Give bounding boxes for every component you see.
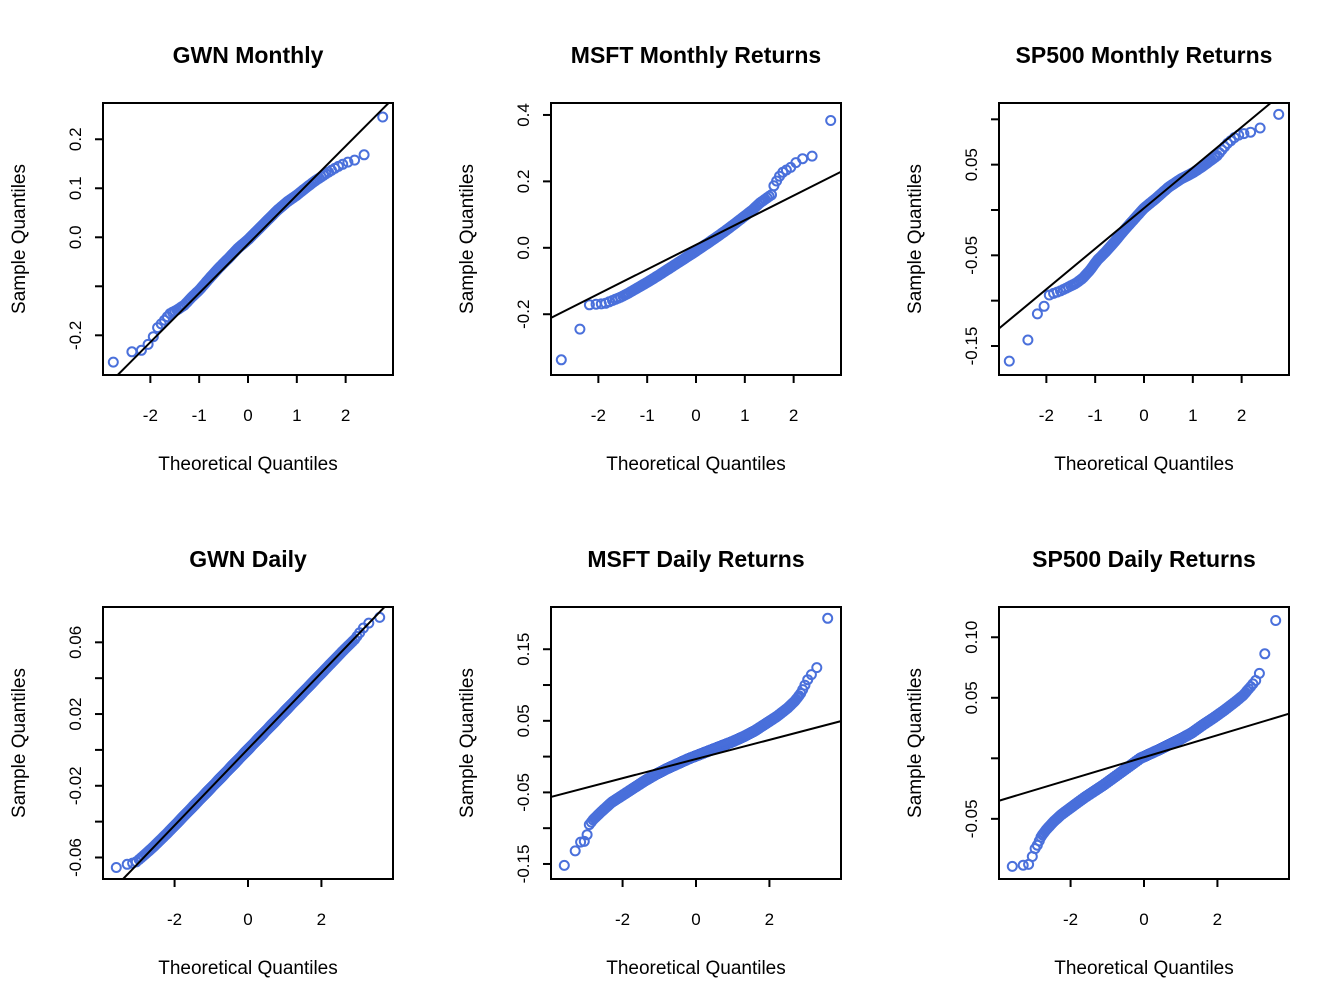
y-axis-title: Sample Quantiles: [9, 668, 30, 818]
y-tick-label: -0.2: [514, 300, 533, 329]
qq-points: [1003, 108, 1285, 367]
y-tick-label: 0.05: [962, 681, 981, 714]
axis-ticks: -2 0 2 0.06 0.02 -0.02 -0.06: [66, 626, 326, 929]
axis-ticks: -2 -1 0 1 2 0.05 -0.05 -0.15: [962, 118, 1246, 425]
y-axis-title: Sample Quantiles: [9, 164, 30, 314]
qq-plot-gwn-monthly: GWN Monthly -2 -1 0 1 2 0.2 0.1 0.0 -0.2 Theoret…: [9, 42, 394, 475]
plot-title: GWN Monthly: [173, 42, 324, 68]
panel-sp500-daily: SP500 Daily Returns -2 0 2 0.10 0.05 -0.05 Th…: [896, 504, 1344, 1008]
y-tick-label: 0.05: [962, 148, 981, 181]
x-tick-label: -2: [615, 910, 630, 929]
x-tick-label: 0: [691, 910, 700, 929]
y-tick-label: 0.0: [514, 236, 533, 260]
y-tick-label: -0.06: [66, 838, 85, 877]
y-tick-label: 0.0: [66, 225, 85, 249]
x-axis-title: Theoretical Quantiles: [1054, 454, 1234, 475]
x-tick-label: 2: [317, 910, 326, 929]
x-tick-label: 2: [789, 406, 798, 425]
panel-gwn-daily: GWN Daily -2 0 2 0.06 0.02 -0.02 -0.06 Theoret…: [0, 504, 448, 1008]
plot-box: [550, 606, 842, 880]
panel-msft-daily: MSFT Daily Returns -2 0 2 0.15 0.05 -0.05 -0.1…: [448, 504, 896, 1008]
y-axis-title: Sample Quantiles: [457, 164, 478, 314]
plot-title: MSFT Daily Returns: [587, 546, 804, 572]
y-tick-label: 0.2: [514, 170, 533, 194]
x-tick-label: -1: [192, 406, 207, 425]
plot-title: SP500 Daily Returns: [1032, 546, 1256, 572]
axis-ticks: -2 -1 0 1 2 0.2 0.1 0.0 -0.2: [66, 127, 350, 425]
y-axis-title: Sample Quantiles: [457, 668, 478, 818]
qq-reference-line: [116, 102, 390, 376]
plot-title: MSFT Monthly Returns: [571, 42, 821, 68]
qq-reference-line: [550, 720, 842, 798]
x-tick-label: -2: [167, 910, 182, 929]
x-tick-label: 2: [1213, 910, 1222, 929]
panel-msft-monthly: MSFT Monthly Returns -2 -1 0 1 2 0.4 0.2 0.0 -0.…: [448, 0, 896, 504]
qq-points: [1006, 615, 1282, 872]
x-tick-label: -1: [640, 406, 655, 425]
qq-reference-line: [998, 102, 1272, 330]
x-tick-label: 2: [1237, 406, 1246, 425]
panel-sp500-monthly: SP500 Monthly Returns -2 -1 0 1 2 0.05 -0.05 -0…: [896, 0, 1344, 504]
y-tick-label: 0.1: [66, 176, 85, 200]
plot-box: [998, 102, 1290, 376]
y-tick-label: 0.2: [66, 127, 85, 151]
plot-title: GWN Daily: [189, 546, 307, 572]
x-tick-label: -1: [1088, 406, 1103, 425]
x-tick-label: 2: [765, 910, 774, 929]
x-tick-label: 1: [1188, 406, 1197, 425]
qq-reference-line: [550, 170, 842, 319]
x-axis-title: Theoretical Quantiles: [158, 958, 338, 979]
axis-ticks: -2 -1 0 1 2 0.4 0.2 0.0 -0.2: [514, 103, 798, 425]
qq-plot-gwn-daily: GWN Daily -2 0 2 0.06 0.02 -0.02 -0.06 Theoret…: [9, 546, 394, 979]
x-axis-title: Theoretical Quantiles: [606, 958, 786, 979]
qq-plot-msft-monthly: MSFT Monthly Returns -2 -1 0 1 2 0.4 0.2 0.0 -0.…: [457, 42, 842, 475]
axis-ticks: -2 0 2 0.10 0.05 -0.05: [962, 621, 1222, 929]
y-tick-label: 0.06: [66, 626, 85, 659]
qq-points: [110, 611, 386, 873]
y-tick-label: 0.02: [66, 697, 85, 730]
y-tick-label: -0.15: [962, 327, 981, 366]
x-tick-label: 0: [243, 910, 252, 929]
x-tick-label: 0: [1139, 406, 1148, 425]
y-axis-title: Sample Quantiles: [905, 668, 926, 818]
plot-box: [550, 102, 842, 376]
x-tick-label: 0: [243, 406, 252, 425]
x-axis-title: Theoretical Quantiles: [158, 454, 338, 475]
x-tick-label: 2: [341, 406, 350, 425]
y-tick-label: -0.05: [962, 799, 981, 838]
x-axis-title: Theoretical Quantiles: [1054, 958, 1234, 979]
x-tick-label: -2: [143, 406, 158, 425]
x-tick-label: -2: [1039, 406, 1054, 425]
panel-gwn-monthly: GWN Monthly -2 -1 0 1 2 0.2 0.1 0.0 -0.2 Theoret…: [0, 0, 448, 504]
x-axis-title: Theoretical Quantiles: [606, 454, 786, 475]
y-tick-label: 0.05: [514, 704, 533, 737]
x-tick-label: -2: [591, 406, 606, 425]
x-tick-label: -2: [1063, 910, 1078, 929]
y-tick-label: -0.2: [66, 321, 85, 350]
y-tick-label: -0.05: [962, 236, 981, 275]
x-tick-label: 1: [740, 406, 749, 425]
qq-points: [107, 111, 389, 368]
qq-reference-line: [122, 606, 386, 880]
x-tick-label: 0: [1139, 910, 1148, 929]
x-tick-label: 1: [292, 406, 301, 425]
qq-plot-sp500-monthly: SP500 Monthly Returns -2 -1 0 1 2 0.05 -0.05 -0…: [905, 42, 1290, 475]
y-tick-label: -0.05: [514, 773, 533, 812]
qq-plot-msft-daily: MSFT Daily Returns -2 0 2 0.15 0.05 -0.05 -0.1…: [457, 546, 842, 979]
y-tick-label: -0.15: [514, 845, 533, 884]
x-tick-label: 0: [691, 406, 700, 425]
qq-points: [555, 115, 837, 366]
y-axis-title: Sample Quantiles: [905, 164, 926, 314]
y-tick-label: 0.4: [514, 103, 533, 127]
y-tick-label: 0.15: [514, 633, 533, 666]
plot-title: SP500 Monthly Returns: [1016, 42, 1273, 68]
qq-reference-line: [998, 712, 1290, 802]
axis-ticks: -2 0 2 0.15 0.05 -0.05 -0.15: [514, 633, 774, 929]
y-tick-label: 0.10: [962, 621, 981, 654]
qq-points: [558, 612, 834, 871]
qq-plot-sp500-daily: SP500 Daily Returns -2 0 2 0.10 0.05 -0.05 Th…: [905, 546, 1290, 979]
y-tick-label: -0.02: [66, 766, 85, 805]
